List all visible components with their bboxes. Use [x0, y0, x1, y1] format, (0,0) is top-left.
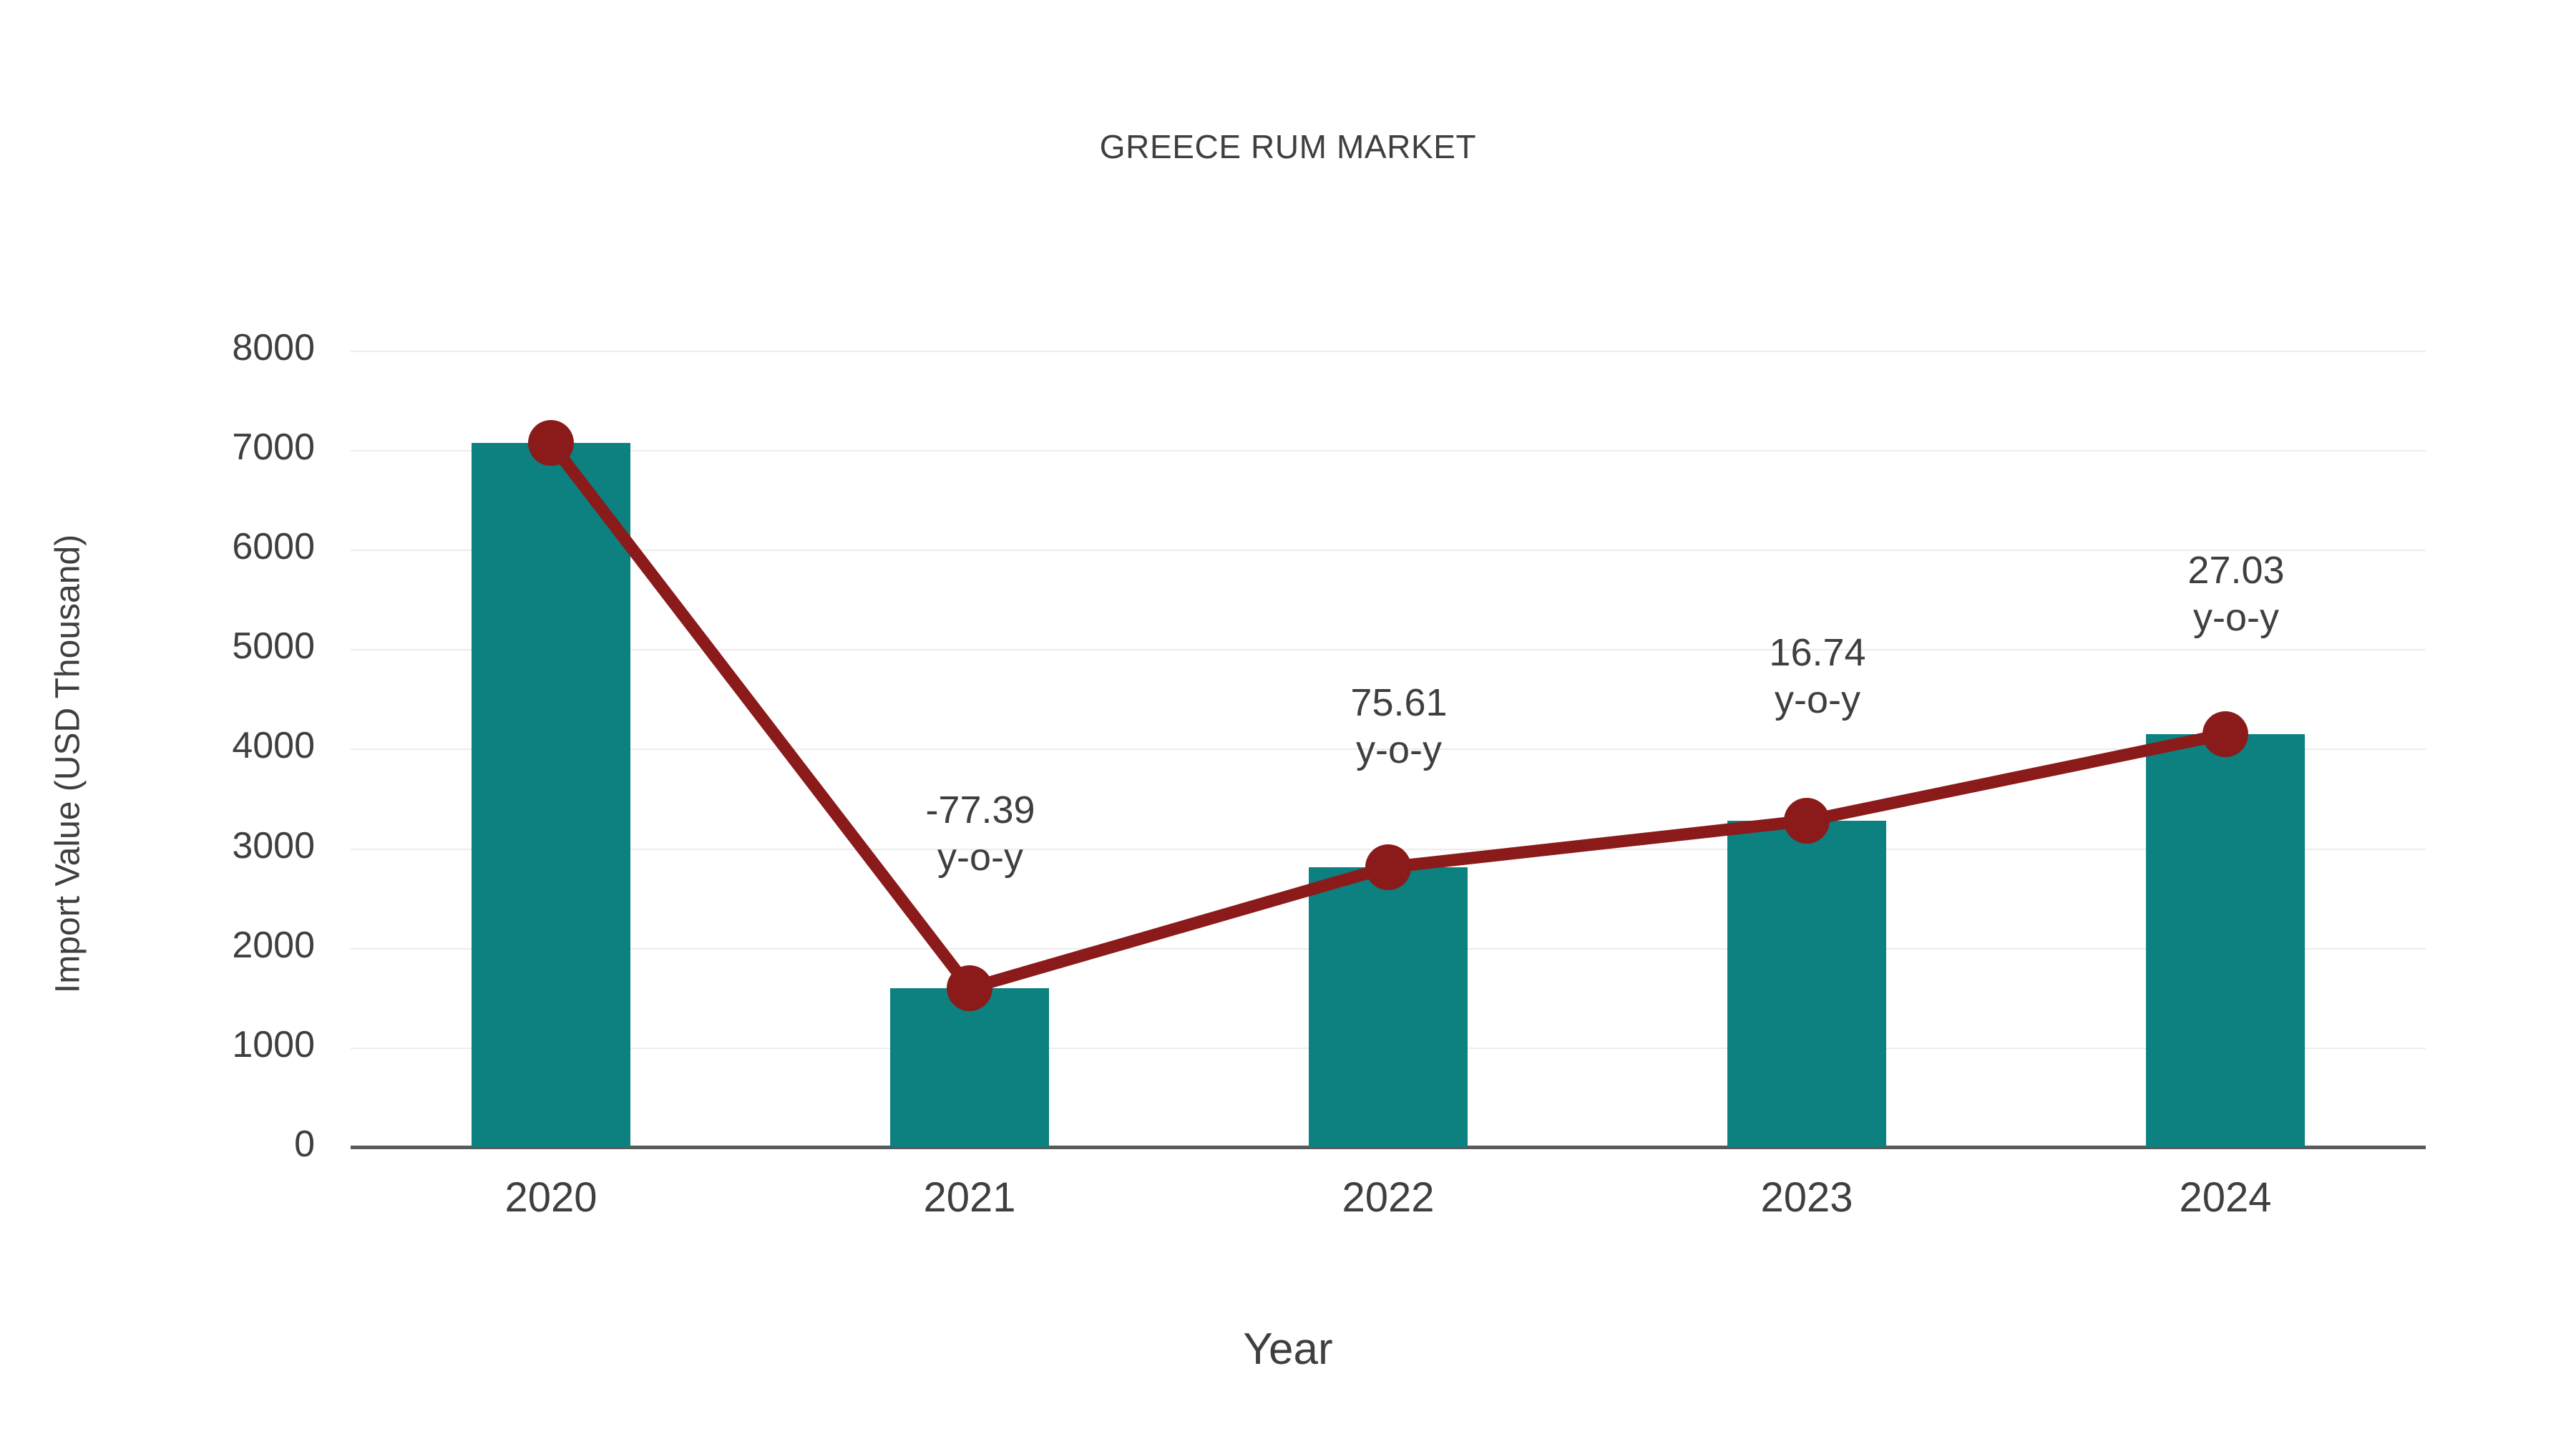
annotation-2022: 75.61 y-o-y	[1213, 680, 1585, 774]
y-tick-1000: 1000	[232, 1024, 315, 1065]
annotation-2023-suffix: y-o-y	[1775, 678, 1860, 721]
marker-2022[interactable]	[1365, 844, 1411, 890]
marker-2024[interactable]	[2202, 711, 2248, 757]
annotation-2024: 27.03 y-o-y	[2050, 547, 2422, 642]
y-tick-6000: 6000	[232, 526, 315, 567]
annotation-2024-suffix: y-o-y	[2193, 595, 2279, 639]
x-tick-2020: 2020	[504, 1174, 597, 1221]
annotation-2021: -77.39 y-o-y	[794, 787, 1166, 882]
annotation-2023: 16.74 y-o-y	[1631, 630, 2004, 724]
bar-2022[interactable]	[1309, 867, 1468, 1147]
marker-2021[interactable]	[947, 965, 992, 1011]
bar-2020[interactable]	[472, 443, 630, 1147]
gridline-7000	[351, 450, 2426, 452]
marker-2020[interactable]	[528, 420, 574, 466]
gridline-5000	[351, 649, 2426, 650]
y-tick-4000: 4000	[232, 725, 315, 766]
annotation-2021-suffix: y-o-y	[937, 835, 1023, 879]
gridline-6000	[351, 550, 2426, 551]
y-tick-0: 0	[294, 1123, 315, 1165]
y-tick-7000: 7000	[232, 426, 315, 468]
x-tick-2023: 2023	[1760, 1174, 1853, 1221]
annotation-2022-suffix: y-o-y	[1356, 728, 1442, 771]
y-tick-8000: 8000	[232, 327, 315, 369]
annotation-2023-value: 16.74	[1769, 631, 1866, 674]
gridline-8000	[351, 351, 2426, 352]
x-tick-2024: 2024	[2179, 1174, 2272, 1221]
y-tick-2000: 2000	[232, 924, 315, 966]
annotation-2022-value: 75.61	[1350, 681, 1448, 724]
x-axis-title: Year	[1243, 1324, 1333, 1374]
bar-2023[interactable]	[1727, 821, 1886, 1147]
chart-title: GREECE RUM MARKET	[1099, 128, 1477, 165]
gridline-4000	[351, 748, 2426, 750]
x-tick-2022: 2022	[1342, 1174, 1435, 1221]
x-tick-2021: 2021	[923, 1174, 1016, 1221]
bar-2024[interactable]	[2146, 734, 2305, 1147]
annotation-2021-value: -77.39	[925, 789, 1035, 831]
annotation-2024-value: 27.03	[2187, 549, 2285, 592]
y-tick-3000: 3000	[232, 825, 315, 867]
bar-2021[interactable]	[890, 988, 1049, 1147]
y-tick-5000: 5000	[232, 625, 315, 667]
marker-2023[interactable]	[1784, 798, 1830, 844]
x-axis-line	[351, 1146, 2426, 1149]
